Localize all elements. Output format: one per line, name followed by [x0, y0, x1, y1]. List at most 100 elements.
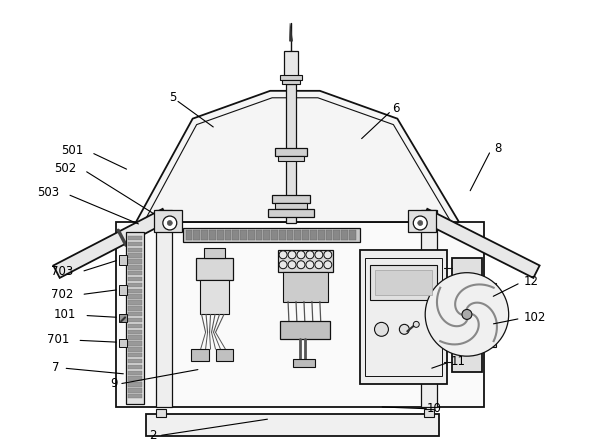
Bar	[421, 210, 437, 407]
Circle shape	[315, 261, 323, 268]
Text: 702: 702	[51, 288, 73, 301]
Bar	[128, 306, 142, 310]
Bar	[183, 228, 359, 242]
Bar	[128, 324, 142, 328]
Bar	[287, 230, 293, 240]
Bar	[128, 318, 142, 322]
Text: 7: 7	[52, 361, 60, 374]
Bar	[282, 80, 300, 84]
Bar	[365, 258, 442, 376]
Bar	[119, 314, 127, 322]
Polygon shape	[421, 209, 540, 278]
Text: 5: 5	[169, 91, 177, 104]
Bar	[128, 248, 142, 252]
Bar	[128, 294, 142, 299]
Bar	[128, 312, 142, 316]
Bar	[286, 84, 296, 223]
Circle shape	[418, 220, 422, 226]
Circle shape	[374, 322, 389, 336]
Text: 701: 701	[47, 333, 70, 346]
Bar	[295, 230, 301, 240]
Bar	[264, 230, 270, 240]
Circle shape	[306, 251, 314, 259]
Circle shape	[425, 273, 509, 356]
Text: 102: 102	[524, 311, 546, 324]
Bar	[359, 250, 447, 384]
Bar	[284, 51, 298, 76]
Bar	[128, 253, 142, 258]
Text: 8: 8	[494, 142, 501, 155]
Bar	[482, 283, 496, 347]
Bar	[128, 242, 142, 246]
Circle shape	[279, 261, 287, 268]
Bar	[275, 149, 307, 157]
Bar	[240, 230, 247, 240]
Bar	[128, 259, 142, 264]
Bar	[369, 265, 437, 300]
Bar	[128, 353, 142, 357]
Bar	[278, 250, 333, 272]
Bar	[116, 222, 484, 407]
Bar	[128, 394, 142, 398]
Circle shape	[414, 216, 427, 230]
Bar	[128, 277, 142, 281]
Text: 12: 12	[524, 275, 538, 288]
Bar	[156, 409, 166, 417]
Text: 503: 503	[37, 186, 60, 199]
Circle shape	[324, 251, 332, 259]
Bar	[186, 230, 192, 240]
Bar	[128, 371, 142, 375]
Text: 6: 6	[392, 102, 399, 115]
Bar	[128, 382, 142, 387]
Bar	[408, 210, 436, 232]
Text: 703: 703	[51, 265, 73, 278]
Bar	[256, 230, 262, 240]
Bar	[349, 230, 356, 240]
Bar	[126, 232, 144, 404]
Bar	[325, 230, 333, 240]
Bar	[128, 271, 142, 276]
Circle shape	[279, 251, 287, 259]
Bar	[201, 230, 208, 240]
Circle shape	[462, 310, 472, 319]
Bar	[128, 283, 142, 287]
Bar	[128, 265, 142, 269]
Text: 9: 9	[111, 377, 118, 391]
Bar	[128, 289, 142, 293]
Bar	[128, 236, 142, 240]
Bar	[224, 230, 231, 240]
Bar	[424, 409, 434, 417]
Bar	[293, 359, 315, 367]
Bar	[146, 414, 439, 436]
Bar	[119, 339, 127, 347]
Bar	[280, 322, 330, 339]
Bar	[310, 230, 317, 240]
Bar	[280, 75, 302, 80]
Bar	[452, 258, 482, 372]
Bar	[215, 349, 233, 361]
Circle shape	[163, 216, 177, 230]
Circle shape	[315, 251, 323, 259]
Bar	[341, 230, 348, 240]
Bar	[196, 258, 233, 280]
Circle shape	[167, 220, 173, 226]
Bar	[374, 270, 432, 294]
Bar	[217, 230, 224, 240]
Bar	[248, 230, 255, 240]
Polygon shape	[290, 23, 293, 41]
Circle shape	[324, 261, 332, 268]
Bar	[119, 255, 127, 265]
Circle shape	[414, 322, 419, 327]
Bar	[190, 349, 209, 361]
Circle shape	[288, 251, 296, 259]
Bar	[128, 330, 142, 334]
Bar	[156, 210, 172, 407]
Bar	[271, 230, 278, 240]
Circle shape	[297, 251, 305, 259]
Bar	[318, 230, 324, 240]
Text: 10: 10	[427, 402, 441, 415]
Text: 2: 2	[149, 429, 156, 442]
Text: 11: 11	[451, 355, 466, 368]
Bar	[272, 195, 310, 203]
Bar	[283, 272, 328, 301]
